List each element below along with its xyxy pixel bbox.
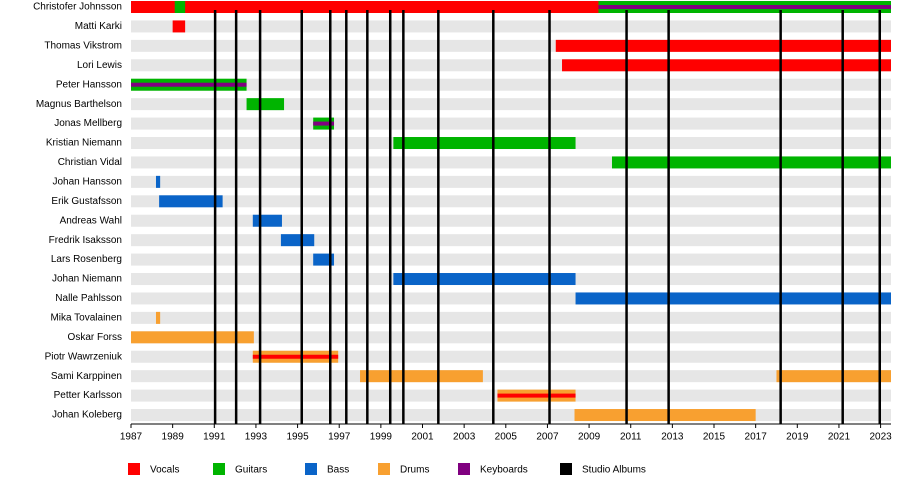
row-band [131,331,891,344]
row-band [131,20,891,33]
x-tick-label: 1989 [162,432,185,443]
member-name: Matti Karki [75,21,122,32]
x-tick-label: 2005 [495,432,518,443]
x-tick-label: 2017 [745,432,768,443]
x-tick-label: 2003 [453,432,476,443]
x-tick-label: 1995 [286,432,309,443]
legend-swatch [560,463,572,475]
period-bar [574,409,756,422]
period-bar [185,1,599,13]
period-bar [555,39,891,52]
period-bar [172,20,186,33]
period-bar [313,253,335,266]
member-name: Christian Vidal [58,157,122,168]
period-bar [393,273,576,286]
legend-label: Bass [327,465,349,476]
x-tick-label: 1987 [120,432,143,443]
member-name: Petter Karlsson [54,390,122,401]
period-bar [393,137,576,150]
x-tick-label: 2009 [578,432,601,443]
member-name: Fredrik Isaksson [49,235,122,246]
member-name: Kristian Niemann [46,138,122,149]
period-bar [252,214,282,227]
period-bar [611,156,891,169]
member-name: Nalle Pahlsson [55,293,122,304]
member-name: Johan Hansson [53,177,123,188]
member-name: Piotr Wawrzeniuk [45,351,123,362]
period-stripe [131,82,247,87]
x-tick-label: 2023 [869,432,892,443]
row-band [131,370,891,383]
period-bar [575,292,891,305]
x-tick-label: 2021 [828,432,851,443]
x-tick-label: 2019 [786,432,809,443]
x-tick-label: 1993 [245,432,268,443]
member-name: Peter Hansson [56,79,122,90]
legend-label: Keyboards [480,465,528,476]
member-name: Christofer Johnsson [33,2,122,13]
row-band [131,234,891,247]
member-name: Oskar Forss [68,332,122,343]
row-band [131,195,891,208]
legend-label: Guitars [235,465,267,476]
period-bar [280,234,315,247]
member-name: Mika Tovalainen [50,313,122,324]
x-tick-label: 2007 [536,432,559,443]
x-tick-label: 1991 [203,432,226,443]
row-band [131,350,891,363]
row-band [131,175,891,188]
x-tick-label: 2013 [661,432,684,443]
x-tick-label: 1997 [328,432,351,443]
legend-swatch [458,463,470,475]
period-stripe [497,393,576,398]
x-tick-label: 2011 [620,432,642,443]
legend-swatch [213,463,225,475]
row-band [131,409,891,422]
period-bar [159,195,223,208]
member-name: Johan Koleberg [52,410,122,421]
member-name: Erik Gustafsson [51,196,122,207]
member-name: Lori Lewis [77,60,122,71]
x-tick-label: 2015 [703,432,726,443]
row-band [131,253,891,266]
row-band [131,78,891,91]
member-name: Johan Niemann [52,274,122,285]
x-tick-label: 1999 [370,432,393,443]
period-bar [360,370,483,383]
member-name: Magnus Barthelson [36,99,122,110]
period-bar [562,59,891,72]
member-name: Sami Karppinen [51,371,122,382]
row-band [131,117,891,130]
member-name: Jonas Mellberg [54,118,122,129]
legend-label: Vocals [150,465,179,476]
period-stripe [252,354,339,359]
period-bar [155,175,161,188]
row-band [131,98,891,111]
period-bar [131,1,175,13]
period-stripe [598,5,891,9]
member-name: Andreas Wahl [60,215,122,226]
period-bar [246,98,285,111]
legend-swatch [378,463,390,475]
period-stripe [313,121,335,126]
legend-swatch [305,463,317,475]
period-bar [776,370,891,383]
period-bar [155,311,161,324]
row-band [131,311,891,324]
legend-label: Studio Albums [582,465,646,476]
legend-label: Drums [400,465,429,476]
row-band [131,214,891,227]
member-name: Thomas Vikstrom [44,41,122,52]
legend-swatch [128,463,140,475]
member-name: Lars Rosenberg [51,254,122,265]
x-tick-label: 2001 [411,432,434,443]
period-bar [131,331,254,344]
